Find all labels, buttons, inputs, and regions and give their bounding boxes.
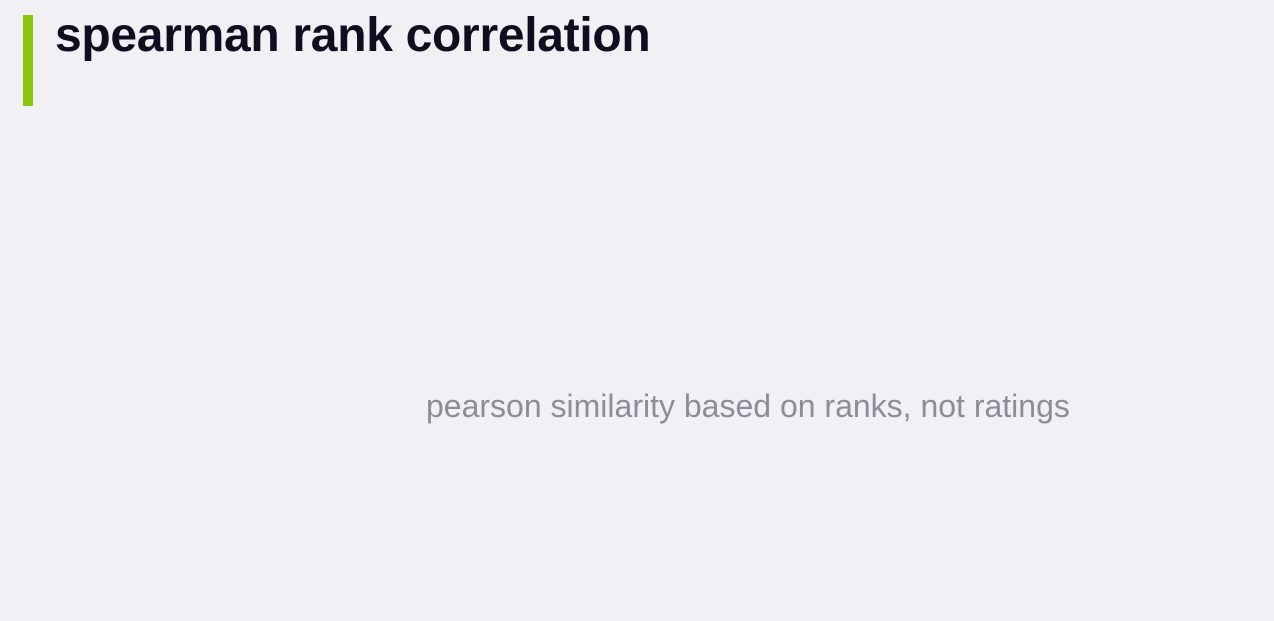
slide-subtitle: pearson similarity based on ranks, not r… [426,388,1070,424]
slide-title: spearman rank correlation [55,9,651,62]
title-accent-bar [23,15,33,106]
